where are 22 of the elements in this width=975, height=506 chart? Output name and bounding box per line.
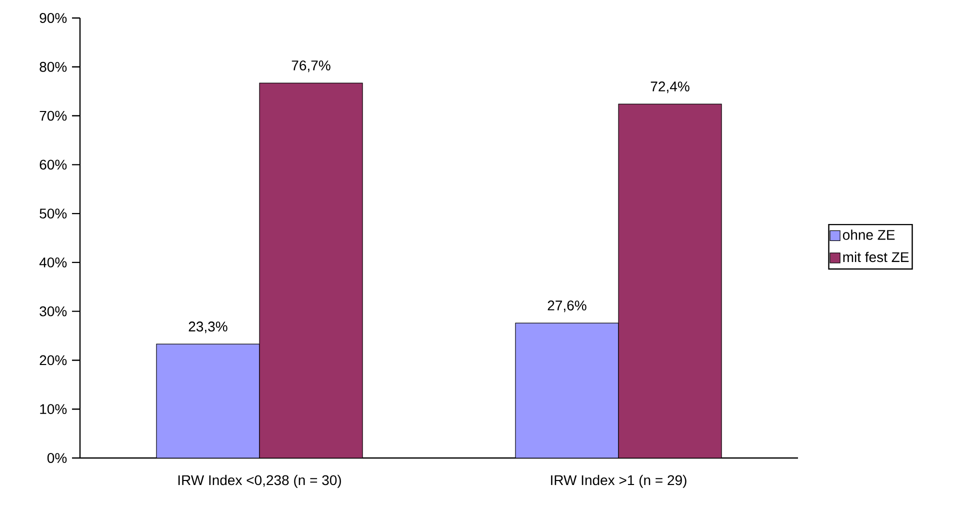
bar: [259, 82, 363, 458]
data-label: 72,4%: [650, 82, 690, 94]
y-tick-label: 20%: [40, 355, 67, 366]
data-label: 23,3%: [188, 322, 228, 334]
y-tick-label: 60%: [40, 160, 67, 170]
y-tick-label: 40%: [39, 257, 67, 268]
legend-label: ohne ZE: [842, 230, 895, 240]
y-tick-label: 90%: [40, 13, 67, 23]
y-tick-label: 10%: [40, 404, 67, 414]
x-tick-label: IRW Index >1 (n = 29): [551, 474, 686, 488]
x-tick-label: IRW Index <0,238 (n = 30): [178, 474, 341, 488]
y-tick-label: 50%: [40, 208, 67, 219]
data-label: 76,7%: [292, 60, 330, 72]
legend-label: mit fest ZE: [843, 252, 909, 262]
y-tick-label: 80%: [40, 62, 67, 72]
y-tick-label: 30%: [40, 306, 67, 316]
bar: [156, 344, 260, 458]
bar: [515, 322, 619, 458]
bar: [618, 104, 722, 458]
data-label: 27,6%: [548, 300, 586, 312]
y-tick-label: 70%: [40, 110, 67, 121]
y-tick-label: 0%: [47, 453, 67, 463]
